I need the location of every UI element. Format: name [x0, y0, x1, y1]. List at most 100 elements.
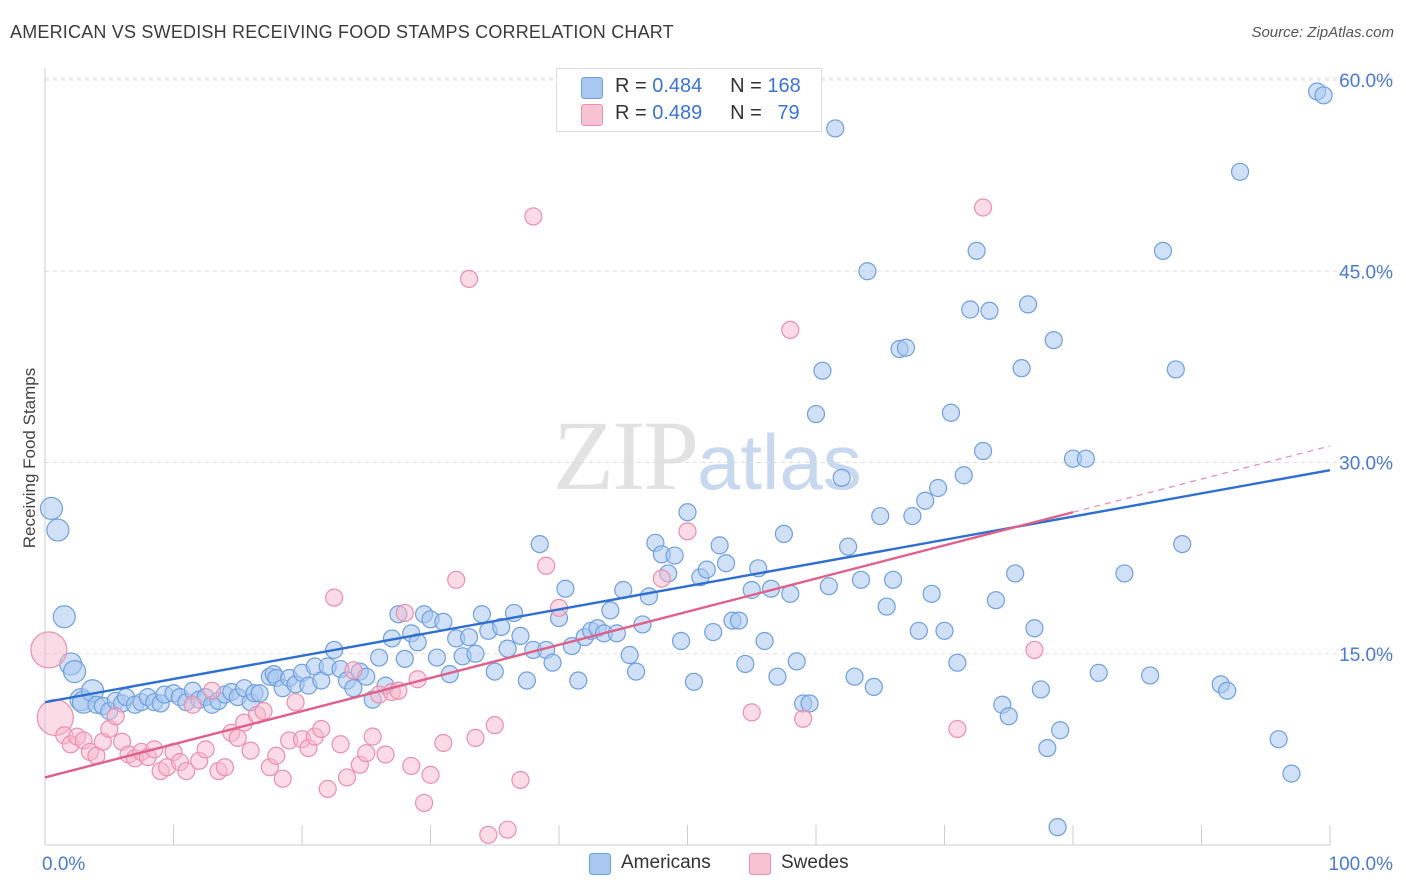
label-layer: 15.0% 30.0% 45.0% 60.0% 0.0% 100.0% Receiving …: [20, 71, 1393, 875]
swede-point: [376, 745, 395, 764]
swede-point: [241, 741, 260, 760]
american-point: [896, 338, 916, 357]
american-point: [877, 597, 896, 616]
american-point: [716, 554, 736, 573]
american-point: [1230, 162, 1250, 181]
american-point: [845, 667, 864, 686]
american-point: [973, 441, 993, 461]
swede-point: [421, 765, 440, 784]
american-point: [1314, 86, 1333, 105]
swede-point: [537, 556, 556, 575]
american-point: [909, 621, 928, 640]
american-point: [52, 605, 76, 629]
american-point: [665, 546, 684, 565]
american-point: [511, 626, 530, 646]
swede-point: [318, 779, 337, 799]
american-point: [697, 560, 716, 579]
americans-n-label: N =: [730, 75, 762, 97]
y-tick-label-2: 45.0%: [1339, 262, 1393, 283]
swede-point: [498, 820, 517, 839]
swede-point: [524, 207, 543, 226]
american-point: [1140, 666, 1160, 685]
swede-point: [30, 631, 68, 669]
american-point: [948, 653, 967, 672]
american-point: [768, 667, 787, 686]
american-point: [1031, 680, 1050, 699]
american-point: [1006, 564, 1025, 583]
american-point: [62, 659, 87, 684]
american-point: [569, 671, 588, 690]
american-point: [928, 478, 948, 498]
american-point: [858, 262, 877, 281]
correlation-legend: R = 0.484 N = 168 R = 0.489 N = 79: [556, 68, 822, 132]
american-point: [871, 506, 890, 526]
americans-trend-line: [44, 468, 1331, 704]
swede-point: [273, 769, 292, 788]
swedes-trend-extension: [1072, 445, 1331, 513]
swede-points: [30, 198, 1044, 844]
watermark: ZIPatlas: [553, 398, 862, 513]
american-point: [986, 591, 1006, 610]
american-point: [813, 361, 832, 380]
american-point: [864, 677, 883, 697]
american-point: [1166, 360, 1185, 379]
swedes-trend-line: [44, 511, 1074, 779]
x-tick-label-1: 100.0%: [1329, 854, 1394, 875]
american-point: [472, 605, 491, 624]
swede-point: [357, 744, 376, 763]
x-tick-label-0: 0.0%: [42, 854, 85, 875]
swede-point: [479, 825, 498, 844]
american-point: [1051, 721, 1070, 740]
americans-r-label: R =: [615, 75, 647, 97]
swede-point: [459, 269, 479, 288]
american-point: [370, 648, 389, 667]
american-point: [883, 570, 903, 589]
swede-point: [228, 728, 247, 748]
swedes-n-value: 79: [777, 102, 800, 124]
american-point: [1025, 619, 1044, 638]
americans-n-value: 168: [767, 75, 801, 97]
swede-point: [286, 693, 305, 712]
swedes-r-label: R =: [615, 102, 647, 124]
swede-point: [337, 768, 357, 787]
american-point: [395, 649, 414, 668]
american-point: [427, 648, 447, 667]
trend-layer: [44, 445, 1331, 779]
american-point: [736, 654, 755, 674]
american-point: [678, 503, 697, 522]
americans-legend-label: Americans: [621, 852, 711, 873]
swedes-legend-label: Swedes: [781, 852, 849, 873]
american-point: [1018, 295, 1038, 314]
american-point: [1218, 681, 1237, 700]
swede-point: [434, 733, 453, 753]
swede-point: [948, 719, 967, 739]
american-point: [39, 496, 64, 520]
swede-point: [331, 735, 350, 754]
swede-point: [781, 320, 800, 339]
swedes-swatch: [581, 104, 603, 126]
swede-point: [414, 793, 434, 813]
swede-point: [344, 661, 363, 680]
american-point: [787, 652, 806, 671]
american-point: [485, 662, 504, 681]
american-point: [935, 621, 954, 640]
y-tick-label-3: 60.0%: [1339, 71, 1393, 92]
swede-point: [973, 198, 993, 217]
y-axis-label: Receiving Food Stamps: [20, 368, 39, 548]
swede-point: [652, 569, 671, 588]
american-point: [498, 639, 517, 658]
american-point: [1076, 449, 1095, 468]
american-point: [601, 601, 620, 620]
american-point: [492, 617, 511, 637]
swede-point: [402, 756, 421, 776]
american-point: [1173, 534, 1192, 554]
americans-r-value: 0.484: [652, 75, 703, 97]
american-point: [941, 403, 961, 422]
american-point: [626, 662, 646, 681]
american-point: [517, 671, 536, 690]
american-point: [922, 584, 941, 603]
swede-point: [267, 746, 286, 765]
american-point: [543, 653, 562, 672]
american-point: [800, 694, 819, 713]
